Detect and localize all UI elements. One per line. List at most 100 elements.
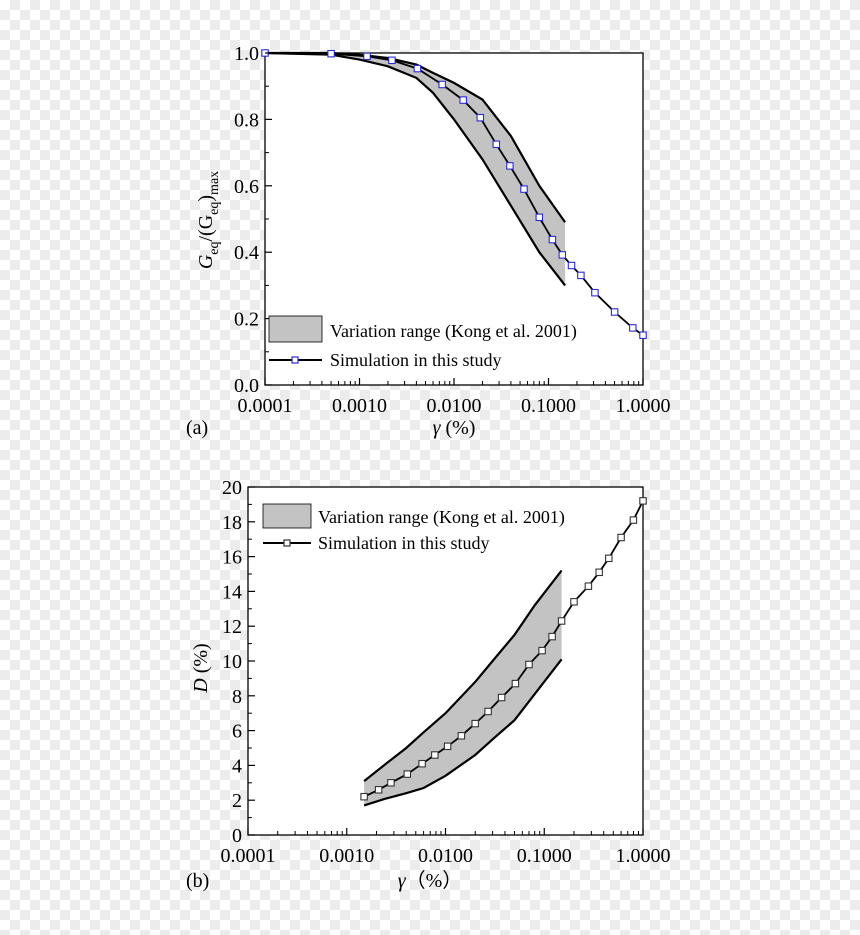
chart-a-legend: Variation range (Kong et al. 2001) Simul… [268,315,577,370]
chart-a-xtick-label: 0.0001 [238,395,293,417]
chart-b-point-5 [431,751,439,759]
chart-a-legend-band-label: Variation range (Kong et al. 2001) [330,321,577,342]
chart-b-ytick-label: 20 [222,477,242,499]
chart-a-point-14 [567,261,576,270]
chart-b-point-20 [617,533,625,542]
chart-a-point-7 [476,113,485,122]
chart-b-ylabel-symbol: D [190,678,212,694]
chart-a-xtick-label: 0.0010 [332,395,387,417]
chart-b-point-4 [418,759,426,768]
chart-b-panel-label: (b) [186,870,209,892]
chart-a-xlabel-unit: (%) [440,417,475,439]
chart-b-xtick-label: 0.0010 [319,845,374,867]
chart-a-ylabel-g1: G [195,254,217,269]
chart-a-xlabel-symbol: γ [433,417,442,439]
chart-b-point-0 [360,792,368,801]
chart-a-ylabel-sub-max: max [207,171,222,195]
chart-b-point-14 [548,632,556,641]
chart-a-point-12 [548,235,557,244]
chart-b-ytick-label: 18 [222,512,242,534]
chart-b-xtick-label: 0.0001 [221,845,276,867]
chart-b-point-16 [570,598,578,606]
chart-a-point-3 [388,56,396,65]
chart-a-point-19 [639,331,647,339]
chart-a-ytick-label: 0.6 [234,176,259,198]
chart-a-point-8 [492,140,501,149]
chart-b-xlabel-symbol: γ [398,870,407,892]
chart-a-point-6 [459,96,467,104]
chart-b-point-10 [497,693,506,702]
chart-a-xtick-label: 0.1000 [521,395,576,417]
chart-b-ytick-label: 10 [222,651,242,673]
chart-b-xtick-label: 0.0100 [418,845,473,867]
chart-b-point-7 [457,732,466,740]
chart-b-legend-marker [283,539,291,547]
chart-a-band-lower [264,51,566,287]
chart-b-band-lower [363,658,563,807]
chart-b-legend: Variation range (Kong et al. 2001) Simul… [262,503,565,553]
chart-b-ytick-label: 2 [232,790,242,812]
chart-b-point-12 [525,660,533,669]
chart-a-point-18 [629,324,637,332]
chart-b-point-8 [471,719,479,728]
chart-a-ytick-label: 0.8 [234,109,259,131]
chart-b-xlabel: γ（%） [398,869,463,892]
chart-b-ytick-label: 16 [222,547,242,569]
chart-b: 0.0001 0.0010 0.0100 0.1000 1.0000 0 2 4 6 8 10 12 1… [186,477,671,892]
chart-a-point-4 [413,64,422,73]
chart-b-point-15 [557,617,566,625]
chart-b-ytick-label: 4 [232,755,242,777]
chart-b-legend-band-label: Variation range (Kong et al. 2001) [318,507,565,528]
chart-a-point-9 [506,162,514,170]
chart-b-point-2 [387,779,395,787]
chart-b-point-6 [443,742,452,751]
chart-b-ytick-label: 6 [232,721,242,743]
chart-a-point-15 [577,271,585,280]
chart-b-point-11 [511,679,520,688]
chart-b-ytick-label: 0 [232,825,242,847]
chart-a-point-5 [438,80,446,89]
chart-b-point-18 [595,568,603,577]
chart-b-series [360,497,647,801]
chart-b-ticks: 0.0001 0.0010 0.0100 0.1000 1.0000 0 2 4 6 8 10 12 1… [221,477,671,867]
chart-a-ylabel-paren: ) [195,195,217,202]
chart-a-point-11 [535,213,544,222]
chart-a-ylabel-sub-eq1: eq [207,242,222,255]
chart-b-point-1 [374,786,383,794]
chart-a-legend-marker [291,356,299,364]
chart-a-point-2 [363,52,371,61]
chart-a-ylabel-mid: /(G [195,215,217,242]
chart-b-point-21 [629,516,638,524]
chart-b-xtick-label: 1.0000 [616,845,671,867]
chart-a-point-16 [591,288,599,297]
chart-b-band [363,569,563,807]
chart-a-ytick-label: 0.4 [234,242,259,264]
chart-a-point-17 [610,308,619,316]
chart-a-panel-label: (a) [186,417,208,439]
chart-b-point-22 [639,497,647,505]
chart-a-legend-band-swatch [268,315,323,343]
chart-b-point-17 [584,582,593,590]
chart-b-legend-line-label: Simulation in this study [318,533,490,553]
chart-b-xtick-label: 0.1000 [517,845,572,867]
chart-b-ytick-label: 12 [222,616,242,638]
chart-a-ylabel: Geq/(Geq)max [195,171,222,269]
chart-b-ylabel: D (%) [190,643,212,693]
chart-a-legend-line-label: Simulation in this study [330,350,502,370]
chart-a-ytick-label: 0.0 [234,375,259,397]
chart-b-point-3 [403,770,412,778]
chart-b-point-9 [484,707,492,716]
chart-b-point-13 [538,646,546,655]
chart-a-band-upper [265,51,566,223]
chart-a-point-13 [558,251,567,259]
chart-b-legend-band-swatch [262,503,312,529]
chart-a: 0.0001 0.0010 0.0100 0.1000 1.0000 0.0 0.2 0.4 0… [186,43,671,439]
chart-b-ytick-label: 8 [232,686,242,708]
chart-a-ytick-label: 0.2 [234,309,259,331]
chart-a-xtick-label: 0.0100 [427,395,482,417]
chart-a-xtick-label: 1.0000 [616,395,671,417]
chart-b-point-19 [605,554,613,563]
chart-b-ylabel-unit: (%) [190,643,212,678]
chart-b-band-upper [363,569,563,782]
chart-a-series [261,49,647,339]
